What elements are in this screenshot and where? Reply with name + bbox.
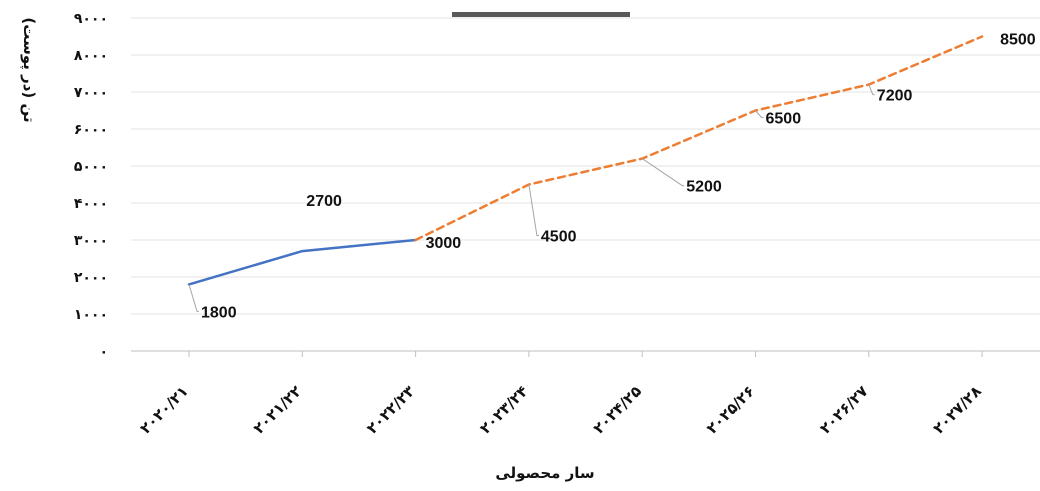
data-label: 2700: [306, 193, 342, 210]
y-tick-label: ۷۰۰۰: [74, 85, 108, 101]
series-line-2: [414, 35, 984, 242]
y-tick-label: ۶۰۰۰: [74, 122, 108, 138]
x-tick-label: ۲۰۲۷/۲۸: [929, 382, 984, 437]
x-tick-label: ۲۰۲۰/۲۱: [136, 382, 191, 437]
y-tick-label: ۵۰۰۰: [74, 159, 108, 175]
y-tick-label: ۴۰۰۰: [74, 196, 108, 212]
data-label: 4500: [541, 229, 577, 246]
y-tick-label: ۲۰۰۰: [74, 270, 108, 286]
data-label: 3000: [426, 235, 462, 252]
data-label-leader: [641, 158, 685, 187]
gridlines: [131, 17, 1040, 352]
y-tick-label: ۹۰۰۰: [74, 11, 108, 27]
x-tick-label: ۲۰۲۲/۲۳: [363, 382, 418, 437]
y-tick-label: ۳۰۰۰: [74, 233, 108, 249]
y-axis-title: تن (در پوست): [19, 17, 38, 122]
series-lines: [187, 35, 984, 286]
data-label: 7200: [877, 88, 913, 105]
data-labels: 1800 2700 3000 4500 5200 6500 7200 8500: [188, 32, 1036, 321]
x-axis-title: سار محصولی: [495, 464, 594, 482]
data-label-leader: [755, 110, 764, 118]
y-tick-label: ۱۰۰۰: [74, 307, 108, 323]
data-label-leader: [868, 84, 875, 96]
data-label: 8500: [1000, 32, 1036, 49]
data-label: 6500: [766, 111, 802, 128]
data-label: 1800: [201, 304, 237, 321]
x-tick-label: ۲۰۲۴/۲۵: [590, 382, 645, 437]
data-label: 5200: [686, 179, 722, 196]
y-tick-label: ۸۰۰۰: [74, 48, 108, 64]
x-tick-label: ۲۰۲۱/۲۲: [250, 382, 305, 437]
x-tick-label: ۲۰۲۶/۲۷: [816, 382, 871, 437]
data-label-leader: [528, 184, 539, 236]
legend-bar: [452, 12, 630, 17]
x-axis: ۲۰۲۰/۲۱ ۲۰۲۱/۲۲ ۲۰۲۲/۲۳ ۲۰۲۳/۲۴ ۲۰۲۴/۲۵ ۲۰۲۵/…: [136, 351, 985, 438]
y-axis: ۰ ۱۰۰۰ ۲۰۰۰ ۳۰۰۰ ۴۰۰۰ ۵۰۰۰ ۶۰۰۰ ۷۰۰۰ ۸۰۰۰ ۹۰۰۰: [74, 11, 108, 360]
x-tick-label: ۲۰۲۵/۲۶: [703, 382, 758, 437]
data-label-leader: [188, 284, 199, 312]
x-tick-label: ۲۰۲۳/۲۴: [476, 382, 531, 437]
series-line-1: [187, 238, 417, 286]
y-tick-label: ۰: [99, 344, 108, 360]
